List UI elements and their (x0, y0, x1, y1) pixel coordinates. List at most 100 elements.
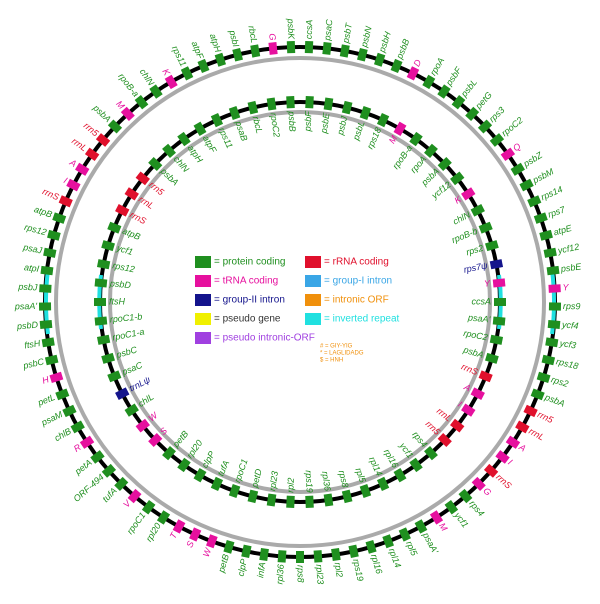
gene-label: rrn5 (424, 419, 443, 438)
gene-block (409, 457, 423, 473)
gene-block (539, 229, 553, 241)
gene-block (492, 278, 506, 288)
gene-label: A (516, 441, 527, 453)
gene-label: rrnL (527, 426, 546, 443)
legend-swatch (195, 294, 211, 306)
gene-block (286, 41, 296, 54)
gene-block (90, 450, 105, 464)
gene-block (79, 435, 95, 449)
gene-label: T (168, 530, 180, 541)
gene-block (214, 52, 227, 67)
gene-label: rps7 (546, 204, 567, 220)
gene-label: ycf3 (558, 338, 577, 351)
gene-block (228, 484, 241, 498)
gene-label: psbJ (17, 281, 38, 292)
gene-block (465, 106, 480, 122)
gene-block (398, 527, 411, 542)
gene-label: ccsA (304, 19, 315, 39)
gene-block (548, 284, 561, 293)
gene-label: rpl2 (333, 562, 345, 578)
legend-swatch (305, 294, 321, 306)
gene-label: W (146, 409, 160, 423)
gene-block (141, 500, 156, 515)
gene-label: rpoC2 (463, 328, 489, 342)
gene-label: rpl20 (185, 438, 205, 460)
gene-block (505, 435, 521, 449)
legend-label: = inverted repeat (324, 314, 400, 325)
gene-block (135, 171, 150, 186)
gene-block (228, 106, 241, 120)
gene-block (148, 156, 163, 172)
gene-label: psaM (39, 409, 65, 428)
gene-label: rrnS (41, 186, 61, 202)
gene-block (286, 495, 295, 508)
gene-label: rps14 (539, 184, 564, 202)
gene-block (450, 418, 465, 433)
gene-label: petB (216, 553, 231, 575)
gene-label: R (72, 442, 83, 454)
gene-label: tufA (216, 459, 232, 478)
gene-block (94, 316, 108, 326)
gene-block (210, 112, 224, 128)
gene-label: K (160, 67, 172, 78)
gene-label: petD (249, 467, 264, 489)
gene-block (247, 100, 259, 115)
gene-label: rps2 (550, 374, 570, 389)
gene-block (489, 259, 504, 270)
gene-block (470, 204, 485, 217)
gene-block (223, 540, 235, 554)
gene-label: psbH (376, 30, 393, 55)
gene-label: psbL (458, 77, 479, 99)
gene-label: psbI (227, 28, 241, 48)
gene-block (107, 221, 122, 234)
gene-block (210, 476, 224, 492)
gene-label: ORF-494 (71, 472, 105, 504)
gene-label: petL (36, 392, 57, 408)
gene-block (107, 370, 122, 383)
gene-label: rpoC1-b (109, 311, 142, 324)
legend-swatch (195, 275, 211, 287)
legend-swatch (195, 313, 211, 325)
gene-block (390, 58, 403, 74)
gene-block (483, 463, 499, 478)
gene-block (177, 131, 191, 147)
gene-label: ycf1 (452, 510, 470, 530)
gene-block (510, 162, 525, 176)
gene-block (149, 84, 163, 99)
gene-block (52, 212, 67, 224)
gene-label: rrnL (137, 194, 156, 211)
gene-block (489, 133, 505, 147)
gene-label: rpl2 (285, 478, 296, 493)
gene-label: psaA' (420, 530, 440, 555)
gene-block (115, 387, 130, 400)
gene-label: Q (511, 141, 523, 153)
gene-label: psbN (359, 25, 374, 49)
gene-block (437, 156, 452, 172)
gene-label: G (267, 33, 278, 41)
gene-block (189, 527, 202, 542)
gene-block (530, 388, 545, 401)
gene-block (101, 352, 115, 364)
gene-block (461, 187, 476, 201)
gene-block (43, 247, 57, 258)
gene-block (39, 319, 53, 329)
gene-label: infA (255, 562, 267, 579)
gene-label: Y (562, 282, 570, 292)
legend-label: = pseudo gene (214, 314, 281, 325)
legend-label: = protein coding (214, 257, 285, 268)
gene-block (62, 404, 77, 418)
gene-label: rps4 (467, 498, 486, 518)
gene-label: rbcL (246, 25, 259, 44)
gene-block (523, 404, 538, 418)
gene-label: rpl36 (320, 470, 333, 491)
gene-block (47, 229, 61, 241)
gene-block (382, 534, 394, 549)
gene-label: psaC (120, 360, 145, 378)
gene-label: psbK (286, 17, 297, 40)
gene-label: A (67, 157, 78, 169)
gene-block (114, 476, 129, 491)
gene-label: psbA (543, 392, 567, 409)
gene-block (373, 52, 386, 67)
gene-label: ycf4 (561, 319, 579, 331)
gene-block (393, 121, 407, 136)
